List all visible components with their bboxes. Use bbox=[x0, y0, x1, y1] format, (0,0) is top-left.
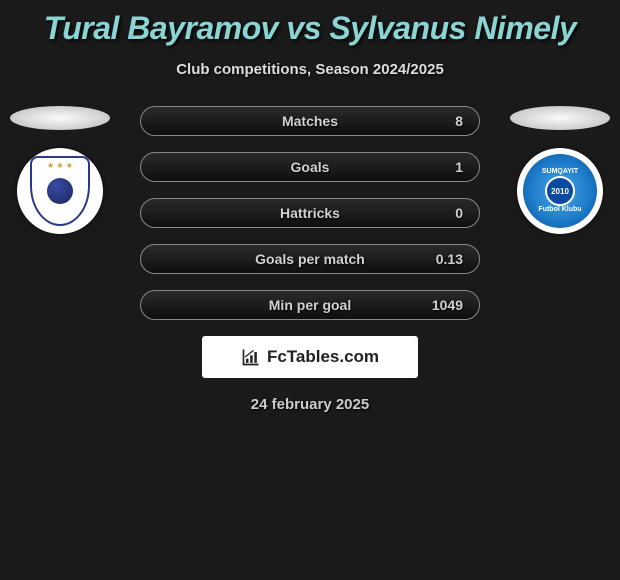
brand-badge: FcTables.com bbox=[202, 336, 418, 378]
player-left-avatar-placeholder bbox=[10, 106, 110, 130]
player-left-column: ★ ★ ★ bbox=[10, 106, 110, 234]
page-title: Tural Bayramov vs Sylvanus Nimely bbox=[0, 0, 620, 47]
stat-row-goals-per-match: Goals per match 0.13 bbox=[140, 244, 480, 274]
stat-label: Goals per match bbox=[255, 251, 365, 267]
stat-label: Matches bbox=[282, 113, 338, 129]
stat-row-hattricks: Hattricks 0 bbox=[140, 198, 480, 228]
chart-icon bbox=[241, 347, 261, 367]
player-right-avatar-placeholder bbox=[510, 106, 610, 130]
date-text: 24 february 2025 bbox=[0, 396, 620, 413]
stat-row-min-per-goal: Min per goal 1049 bbox=[140, 290, 480, 320]
club-crest-right: SUMQAYIT 2010 Futbol Klubu bbox=[517, 148, 603, 234]
stat-value: 0.13 bbox=[436, 251, 463, 267]
stat-value: 0 bbox=[455, 205, 463, 221]
stat-value: 1049 bbox=[432, 297, 463, 313]
stats-list: Matches 8 Goals 1 Hattricks 0 Goals per … bbox=[140, 106, 480, 320]
subtitle: Club competitions, Season 2024/2025 bbox=[0, 61, 620, 78]
stat-row-matches: Matches 8 bbox=[140, 106, 480, 136]
club-crest-left: ★ ★ ★ bbox=[17, 148, 103, 234]
stat-label: Goals bbox=[291, 159, 330, 175]
stat-value: 8 bbox=[455, 113, 463, 129]
stat-label: Min per goal bbox=[269, 297, 351, 313]
player-right-column: SUMQAYIT 2010 Futbol Klubu bbox=[510, 106, 610, 234]
brand-text: FcTables.com bbox=[267, 347, 379, 367]
comparison-panel: ★ ★ ★ SUMQAYIT 2010 Futbol Klubu Matches… bbox=[0, 106, 620, 413]
stat-value: 1 bbox=[455, 159, 463, 175]
stat-row-goals: Goals 1 bbox=[140, 152, 480, 182]
stat-label: Hattricks bbox=[280, 205, 340, 221]
